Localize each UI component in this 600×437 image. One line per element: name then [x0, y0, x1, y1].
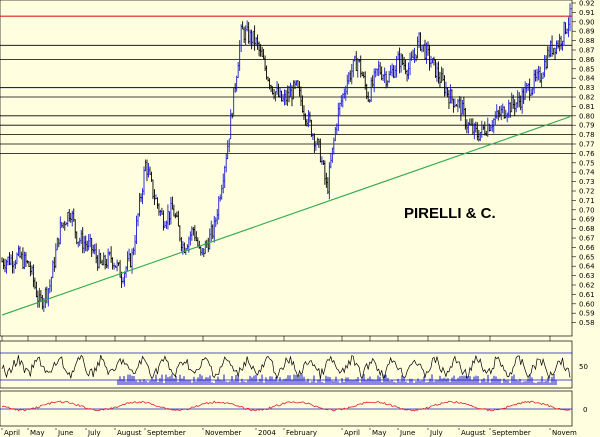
y-tick-label: 0.81: [579, 103, 595, 111]
trendline: [1, 116, 571, 316]
osc2-line: [1, 400, 571, 412]
oscillator-2: [0, 400, 572, 412]
y-tick-label: 0.92: [579, 0, 595, 8]
y-tick-label: 0.87: [579, 47, 595, 55]
y-tick-label: 0.70: [579, 206, 595, 214]
y-tick-label: 0.88: [579, 37, 595, 45]
x-tick-label: July: [429, 429, 443, 437]
y-tick-label: 0.89: [579, 28, 595, 36]
y-tick-label: 0.91: [579, 9, 595, 17]
y-tick-label: 0.64: [579, 263, 595, 271]
x-tick-label: September: [492, 429, 531, 437]
x-tick-label: April: [344, 429, 360, 437]
y-tick-label: 0.69: [579, 216, 595, 224]
y-tick-label: 0.77: [579, 141, 595, 149]
y-tick-label: 0.79: [579, 122, 595, 130]
x-tick-label: Novem: [552, 429, 577, 437]
y-tick-label: 0.73: [579, 178, 595, 186]
x-tick-label: 2004: [258, 429, 276, 437]
x-axis: April May June July August September November 2…: [1, 336, 577, 437]
y-tick-label: 0.82: [579, 94, 595, 102]
osc2-tick-label: 0: [583, 406, 587, 414]
osc1-tick-label: 50: [579, 363, 588, 371]
y-tick-label: 0.85: [579, 65, 595, 73]
x-tick-label: July: [87, 429, 101, 437]
x-tick-label: August: [117, 429, 142, 437]
main-panel-bg: [0, 0, 573, 337]
y-tick-label: 0.58: [579, 319, 595, 327]
y-tick-label: 0.80: [579, 112, 595, 120]
y-tick-label: 0.59: [579, 310, 595, 318]
y-tick-label: 0.63: [579, 272, 595, 280]
x-tick-label: November: [205, 429, 242, 437]
x-tick-label: September: [147, 429, 186, 437]
y-tick-label: 0.60: [579, 300, 595, 308]
x-tick-label: August: [461, 429, 486, 437]
y-tick-label: 0.61: [579, 291, 595, 299]
y-tick-label: 0.67: [579, 235, 595, 243]
x-tick-label: April: [4, 429, 20, 437]
x-tick-label: May: [30, 429, 44, 437]
y-tick-label: 0.83: [579, 84, 595, 92]
x-tick-label: February: [286, 429, 317, 437]
y-axis: 0.580.59 0.600.610.62 0.630.64 0.650.660.67…: [572, 0, 595, 327]
y-tick-label: 0.62: [579, 282, 595, 290]
y-tick-label: 0.71: [579, 197, 595, 205]
y-tick-label: 0.86: [579, 56, 595, 64]
y-tick-label: 0.84: [579, 75, 595, 83]
y-tick-label: 0.90: [579, 18, 595, 26]
x-tick-label: May: [372, 429, 386, 437]
osc1-line: [1, 354, 571, 380]
y-tick-label: 0.76: [579, 150, 595, 158]
chart-title: PIRELLI & C.: [404, 205, 496, 222]
x-tick-label: June: [399, 429, 415, 437]
y-tick-label: 0.72: [579, 188, 595, 196]
y-tick-label: 0.75: [579, 159, 595, 167]
oscillator-1-histogram: [117, 374, 557, 385]
price-bars: [1, 3, 572, 313]
y-tick-label: 0.68: [579, 225, 595, 233]
x-tick-label: June: [57, 429, 73, 437]
y-tick-label: 0.66: [579, 244, 595, 252]
horizontal-levels: [0, 15, 572, 154]
y-tick-label: 0.74: [579, 169, 595, 177]
y-tick-label: 0.65: [579, 253, 595, 261]
y-tick-label: 0.78: [579, 131, 595, 139]
